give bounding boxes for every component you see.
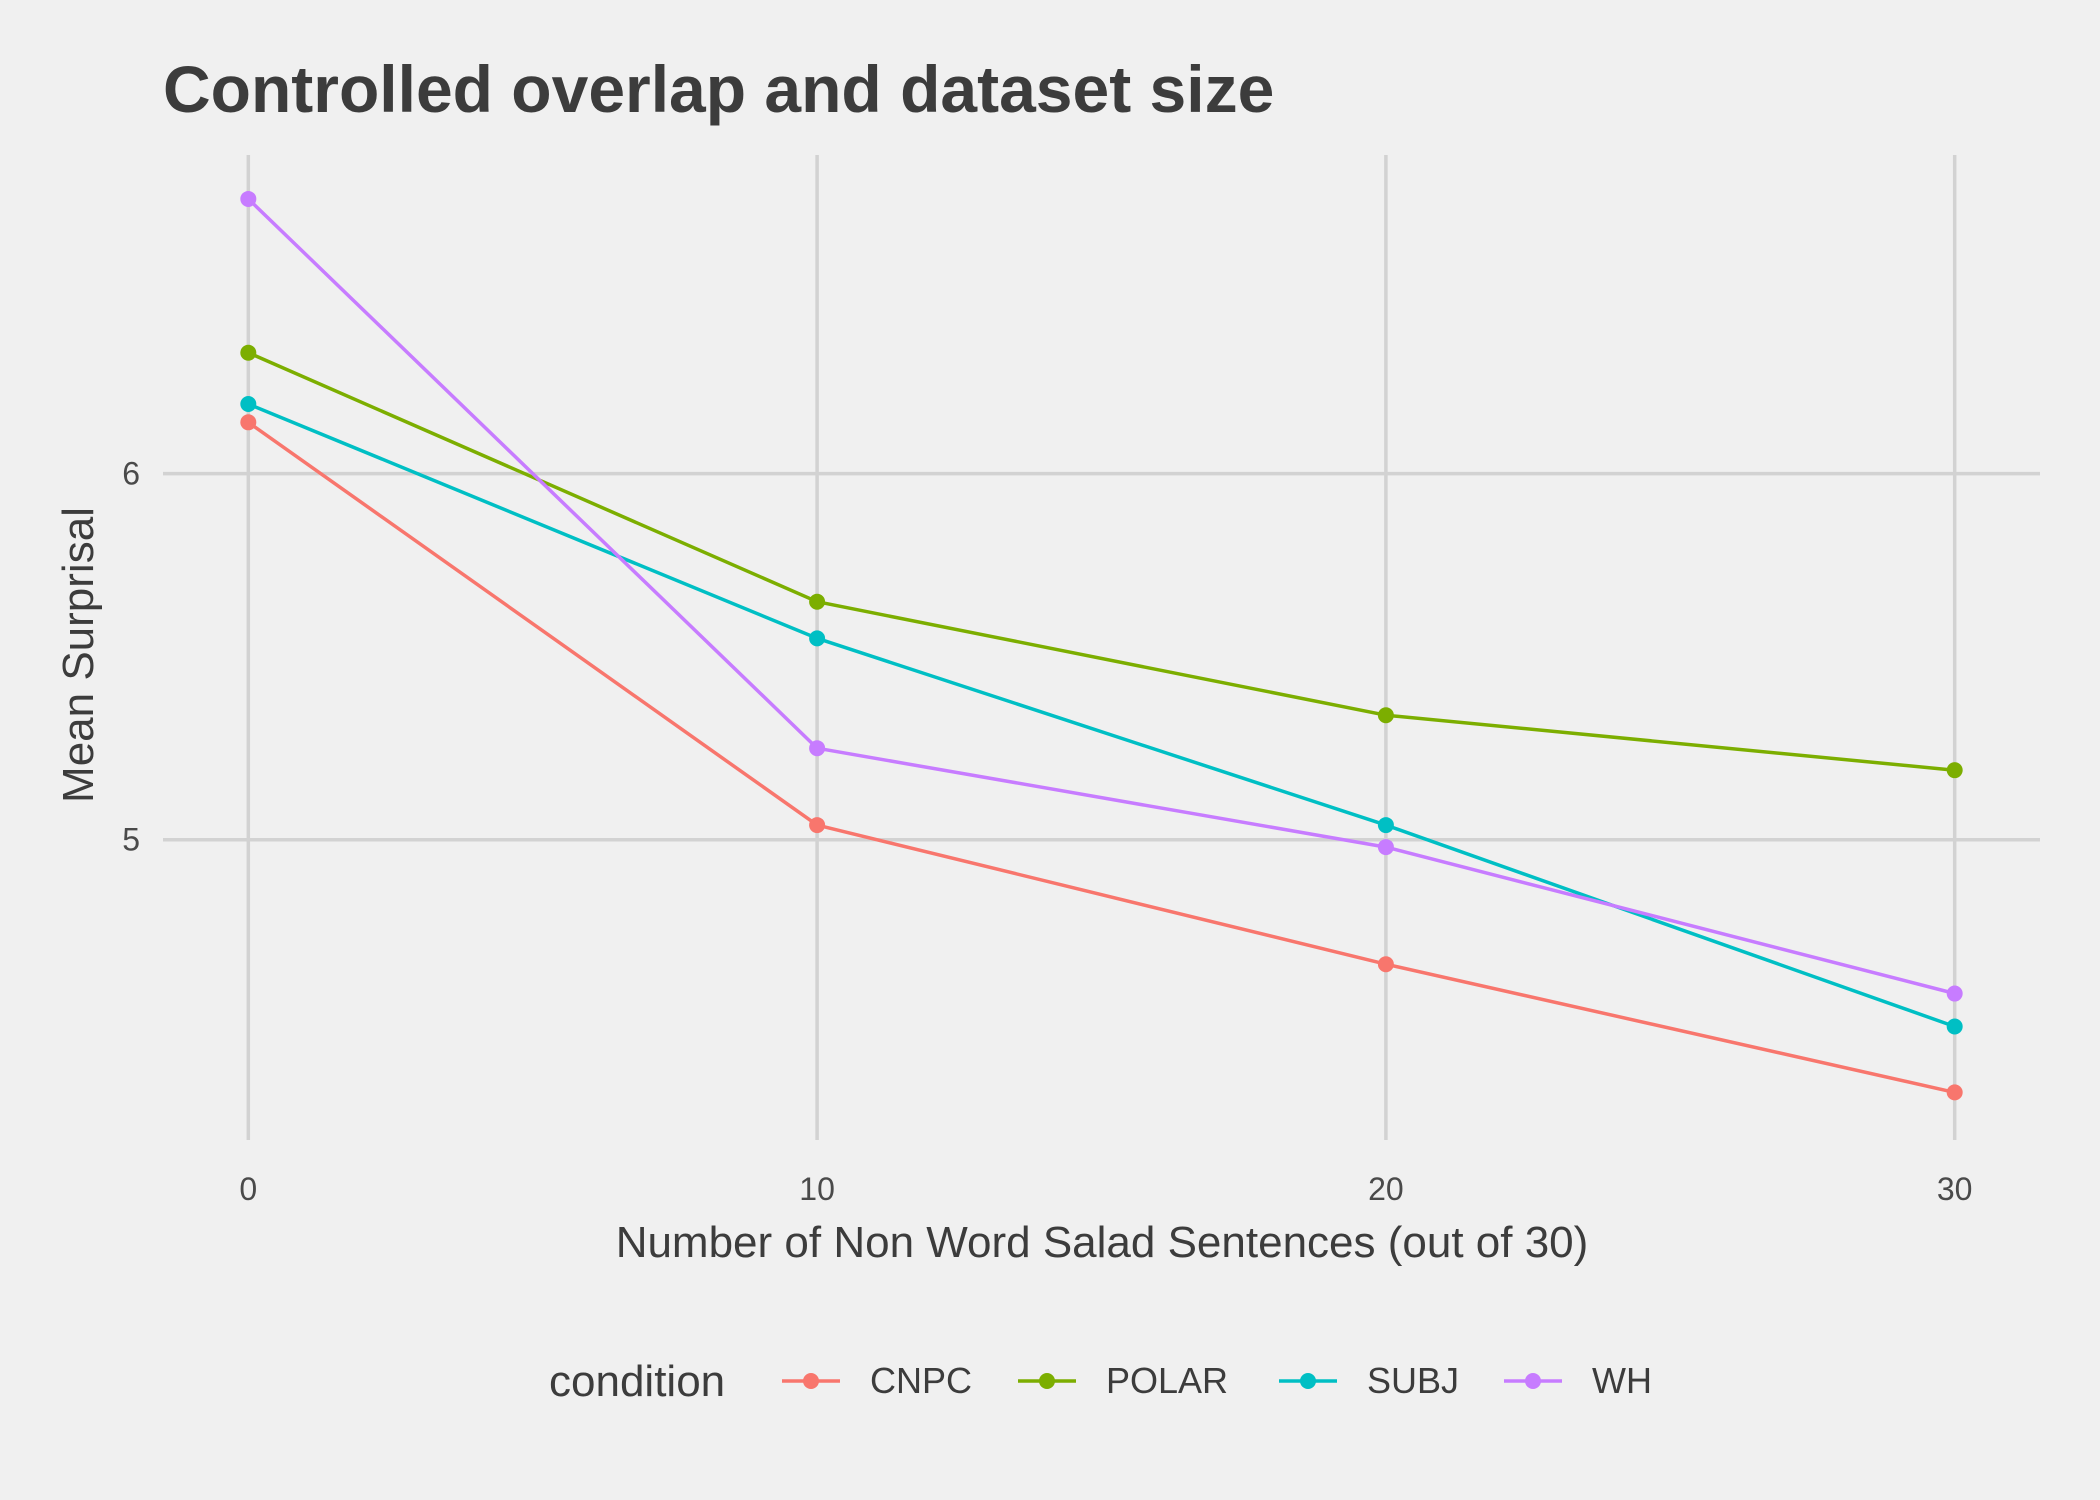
legend-item-polar: POLAR: [1018, 1360, 1228, 1401]
data-point-polar-10: [809, 593, 826, 610]
y-tick-label-6: 6: [122, 456, 140, 492]
x-tick-label-10: 10: [799, 1171, 835, 1207]
data-point-cnpc-30: [1946, 1084, 1963, 1101]
legend-key-point-cnpc: [803, 1373, 819, 1389]
tick-labels: 0 10 20 30 5 6: [122, 456, 1972, 1207]
legend-label-wh: WH: [1592, 1360, 1652, 1401]
legend: condition CNPC POLAR SUBJ WH: [549, 1357, 1652, 1406]
data-point-cnpc-10: [809, 817, 826, 834]
data-point-subj-10: [809, 630, 826, 647]
series-line-wh: [247, 197, 1956, 996]
data-point-wh-20: [1377, 839, 1394, 856]
legend-key-point-wh: [1525, 1373, 1541, 1389]
series-line-cnpc: [247, 420, 1956, 1095]
legend-title: condition: [549, 1357, 725, 1406]
legend-label-subj: SUBJ: [1367, 1360, 1459, 1401]
data-point-polar-20: [1377, 707, 1394, 724]
data-point-wh-10: [809, 740, 826, 757]
series-layer: [240, 190, 1963, 1101]
y-tick-label-5: 5: [122, 822, 140, 858]
x-tick-label-0: 0: [239, 1171, 257, 1207]
data-point-cnpc-20: [1377, 956, 1394, 973]
legend-item-wh: WH: [1504, 1360, 1652, 1401]
data-point-subj-30: [1946, 1018, 1963, 1035]
data-point-subj-0: [240, 395, 257, 412]
data-point-wh-30: [1946, 985, 1963, 1002]
legend-label-polar: POLAR: [1106, 1360, 1228, 1401]
x-axis-title: Number of Non Word Salad Sentences (out …: [616, 1218, 1589, 1267]
series-line-polar: [247, 351, 1955, 772]
legend-key-point-polar: [1039, 1373, 1055, 1389]
chart-title: Controlled overlap and dataset size: [163, 52, 1274, 126]
data-point-polar-30: [1946, 762, 1963, 779]
x-tick-label-20: 20: [1368, 1171, 1404, 1207]
legend-label-cnpc: CNPC: [870, 1360, 972, 1401]
series-subj: [240, 395, 1963, 1035]
data-point-polar-0: [240, 344, 257, 361]
legend-item-subj: SUBJ: [1279, 1360, 1459, 1401]
series-line-subj: [247, 402, 1956, 1029]
series-wh: [240, 190, 1963, 1002]
gridlines: [163, 155, 2040, 1140]
series-polar: [240, 344, 1963, 779]
data-point-wh-0: [240, 190, 257, 207]
x-tick-label-30: 30: [1937, 1171, 1973, 1207]
data-point-subj-20: [1377, 817, 1394, 834]
series-cnpc: [240, 414, 1963, 1101]
data-point-cnpc-0: [240, 414, 257, 431]
legend-key-point-subj: [1300, 1373, 1316, 1389]
legend-item-cnpc: CNPC: [782, 1360, 972, 1401]
y-axis-title: Mean Surprisal: [54, 507, 103, 803]
